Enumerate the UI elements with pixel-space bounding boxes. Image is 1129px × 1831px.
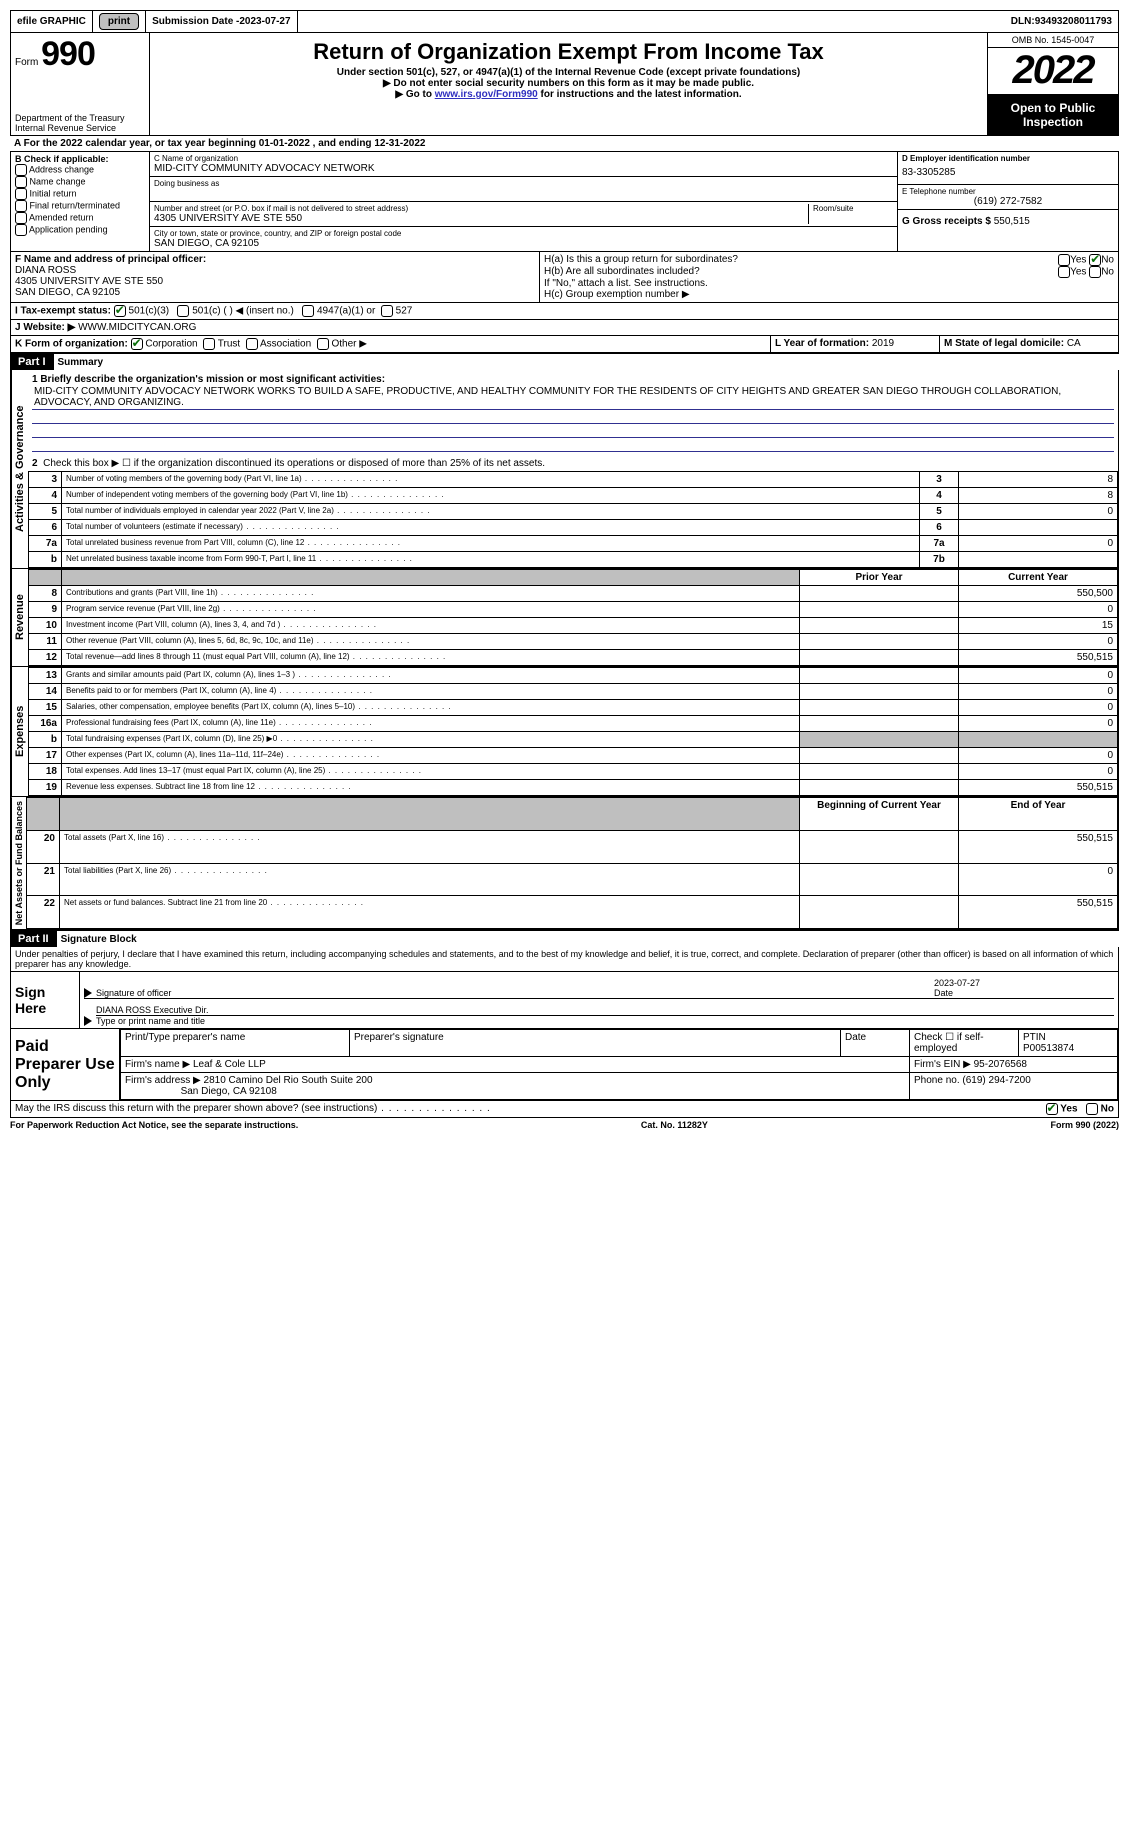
row-klm: K Form of organization: Corporation Trus… bbox=[10, 336, 1119, 353]
form-header: Form 990 Department of the Treasury Inte… bbox=[10, 33, 1119, 136]
netassets-section: Net Assets or Fund Balances Beginning of… bbox=[10, 797, 1119, 930]
efile-label: efile GRAPHIC bbox=[11, 11, 93, 32]
expenses-section: Expenses 13Grants and similar amounts pa… bbox=[10, 667, 1119, 797]
line-a: A For the 2022 calendar year, or tax yea… bbox=[10, 136, 1119, 152]
expenses-table: 13Grants and similar amounts paid (Part … bbox=[28, 667, 1118, 796]
box-b: B Check if applicable: Address change Na… bbox=[11, 152, 150, 251]
dln-cell: DLN: 93493208011793 bbox=[1005, 11, 1118, 32]
print-button[interactable]: print bbox=[99, 13, 139, 30]
may-irs-row: May the IRS discuss this return with the… bbox=[10, 1101, 1119, 1118]
title-box: Return of Organization Exempt From Incom… bbox=[150, 33, 988, 135]
paid-preparer-block: Paid Preparer Use Only Print/Type prepar… bbox=[10, 1029, 1119, 1101]
governance-table: 3Number of voting members of the governi… bbox=[28, 471, 1118, 568]
row-j: J Website: ▶ WWW.MIDCITYCAN.ORG bbox=[10, 320, 1119, 336]
top-bar: efile GRAPHIC print Submission Date - 20… bbox=[10, 10, 1119, 33]
row-i: I Tax-exempt status: 501(c)(3) 501(c) ( … bbox=[10, 303, 1119, 320]
box-deg: D Employer identification number 83-3305… bbox=[897, 152, 1118, 251]
part1-body: Activities & Governance 1 Briefly descri… bbox=[10, 370, 1119, 569]
box-c: C Name of organization MID-CITY COMMUNIT… bbox=[150, 152, 897, 251]
part2-header: Part II Signature Block bbox=[10, 930, 1119, 947]
footer: For Paperwork Reduction Act Notice, see … bbox=[10, 1118, 1119, 1130]
dept-label: Department of the Treasury Internal Reve… bbox=[15, 113, 145, 133]
row-fh: F Name and address of principal officer:… bbox=[10, 252, 1119, 303]
irs-link[interactable]: www.irs.gov/Form990 bbox=[435, 89, 538, 100]
penalty-text: Under penalties of perjury, I declare th… bbox=[10, 947, 1119, 972]
sign-here-block: Sign Here Signature of officer 2023-07-2… bbox=[10, 972, 1119, 1029]
triangle-icon bbox=[84, 988, 92, 998]
print-button-cell: print bbox=[93, 11, 146, 32]
triangle-icon bbox=[84, 1016, 92, 1026]
revenue-section: Revenue Prior YearCurrent Year8Contribut… bbox=[10, 569, 1119, 667]
form-title: Return of Organization Exempt From Incom… bbox=[156, 39, 981, 65]
netassets-table: Beginning of Current YearEnd of Year20To… bbox=[26, 797, 1118, 929]
checkbox-501c3 bbox=[114, 305, 126, 317]
revenue-table: Prior YearCurrent Year8Contributions and… bbox=[28, 569, 1118, 666]
submission-cell: Submission Date - 2023-07-27 bbox=[146, 11, 297, 32]
info-section: B Check if applicable: Address change Na… bbox=[10, 152, 1119, 252]
part1-header: Part I Summary bbox=[10, 353, 1119, 370]
form-id-box: Form 990 Department of the Treasury Inte… bbox=[11, 33, 150, 135]
year-box: OMB No. 1545-0047 2022 Open to Public In… bbox=[988, 33, 1118, 135]
